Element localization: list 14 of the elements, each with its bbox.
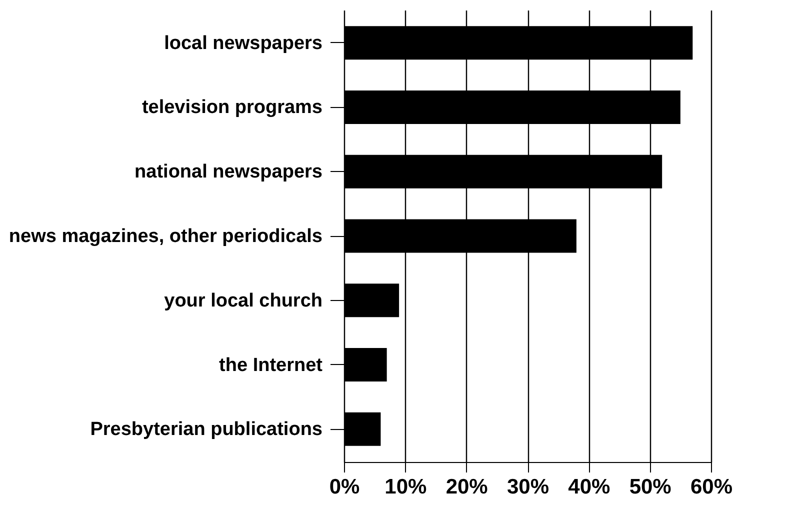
y-tick-label: national newspapers xyxy=(134,162,322,183)
x-tick-label: 0% xyxy=(329,476,360,498)
x-tick-label: 30% xyxy=(506,476,550,498)
y-tick-label: television programs xyxy=(142,97,322,118)
y-tick-label: your local church xyxy=(164,290,322,312)
y-tick-label: news magazines, other periodicals xyxy=(8,226,322,247)
y-tick-label: the Internet xyxy=(219,354,324,376)
x-tick-label: 20% xyxy=(446,476,488,498)
x-tick-label: 10% xyxy=(384,476,428,498)
y-tick-label: local newspapers xyxy=(164,32,322,54)
y-tick-label: Presbyterian publications xyxy=(90,419,322,440)
x-tick-label: 60% xyxy=(690,476,733,498)
x-tick-label: 50% xyxy=(629,476,672,498)
x-tick-label: 40% xyxy=(568,476,611,498)
